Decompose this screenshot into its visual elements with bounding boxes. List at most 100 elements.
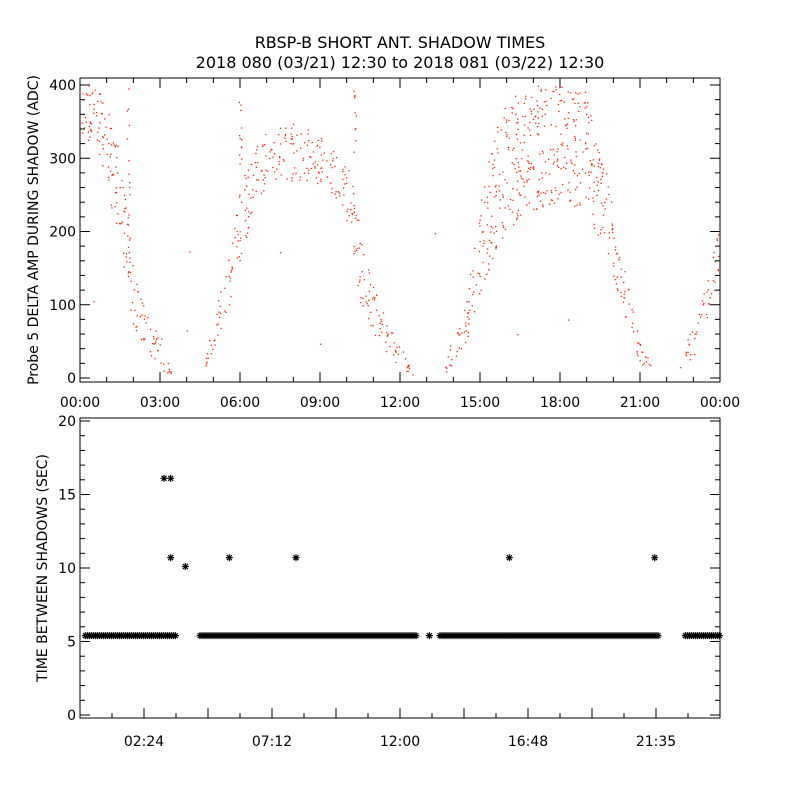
- data-point: [555, 88, 557, 91]
- data-point: [688, 344, 690, 346]
- data-point: [117, 213, 119, 215]
- data-point: [532, 118, 534, 121]
- data-point: [588, 171, 590, 173]
- x-tick-label: 02:24: [124, 734, 164, 750]
- data-point: [279, 156, 281, 159]
- data-point: [586, 113, 588, 116]
- data-point: [331, 167, 333, 169]
- data-point: [104, 134, 106, 136]
- asterisk-marker: [181, 563, 189, 571]
- data-point: [255, 152, 257, 155]
- data-point: [107, 166, 110, 168]
- data-point: [557, 166, 560, 168]
- data-point: [521, 158, 523, 160]
- data-point: [495, 191, 498, 193]
- data-point: [511, 162, 513, 164]
- data-point: [475, 284, 477, 286]
- data-point: [278, 133, 280, 136]
- data-point: [115, 222, 118, 224]
- data-point: [543, 125, 546, 127]
- data-point: [338, 192, 341, 194]
- data-point: [628, 303, 630, 305]
- data-point: [616, 288, 619, 290]
- data-point: [617, 289, 619, 292]
- data-point: [206, 353, 209, 355]
- data-point: [474, 247, 476, 249]
- data-point: [492, 227, 494, 229]
- data-point: [492, 168, 494, 170]
- data-point: [115, 187, 117, 189]
- data-point: [718, 234, 720, 236]
- data-point: [493, 159, 496, 161]
- data-point: [647, 357, 649, 359]
- data-point: [515, 171, 518, 174]
- data-point: [291, 177, 293, 179]
- data-point: [239, 259, 241, 262]
- y-tick-label: 5: [67, 635, 76, 651]
- x-tick-label: 16:48: [508, 734, 548, 750]
- data-point: [550, 124, 552, 126]
- data-point: [295, 172, 297, 174]
- data-point: [496, 148, 498, 150]
- data-point: [110, 144, 113, 146]
- data-point: [358, 281, 361, 283]
- data-point: [302, 159, 304, 161]
- data-point: [591, 162, 593, 165]
- data-point: [291, 180, 293, 182]
- data-point: [518, 170, 520, 172]
- data-point: [309, 156, 311, 158]
- data-point: [314, 161, 316, 163]
- data-point: [125, 253, 128, 255]
- data-point: [525, 98, 527, 100]
- data-point: [590, 171, 592, 173]
- asterisk-marker: [225, 554, 233, 562]
- data-point: [468, 301, 470, 303]
- data-point: [584, 102, 586, 104]
- data-point: [293, 123, 295, 125]
- data-point: [127, 246, 130, 248]
- data-point: [537, 134, 540, 136]
- data-point: [229, 277, 231, 279]
- data-point: [592, 200, 595, 203]
- data-point: [100, 101, 102, 103]
- data-point: [466, 312, 469, 315]
- data-point: [458, 347, 460, 349]
- data-point: [339, 195, 341, 197]
- data-point: [163, 370, 165, 372]
- data-point: [519, 142, 522, 144]
- data-point: [546, 190, 548, 192]
- data-point: [608, 232, 610, 234]
- data-point: [556, 151, 558, 153]
- data-point: [585, 132, 588, 134]
- data-point: [541, 108, 543, 110]
- data-point: [558, 110, 560, 113]
- data-point: [225, 311, 227, 313]
- data-point: [584, 91, 587, 93]
- data-point: [548, 173, 551, 175]
- data-point: [597, 189, 600, 192]
- data-point: [588, 122, 590, 124]
- data-point: [596, 194, 598, 197]
- data-point: [479, 241, 481, 243]
- data-point: [278, 161, 280, 163]
- data-point: [87, 94, 89, 96]
- data-point: [284, 135, 286, 137]
- data-point: [643, 362, 645, 365]
- data-point: [495, 225, 497, 228]
- data-point: [249, 212, 252, 215]
- data-point: [576, 204, 578, 206]
- data-point: [537, 111, 539, 113]
- data-point: [713, 251, 715, 254]
- data-point: [585, 143, 587, 145]
- data-point: [479, 225, 481, 227]
- data-point: [236, 214, 239, 217]
- data-point: [353, 193, 355, 195]
- data-point: [465, 341, 467, 344]
- data-point: [557, 148, 559, 150]
- data-point: [552, 90, 554, 93]
- data-point: [135, 329, 138, 332]
- y-tick-label: 300: [49, 151, 76, 167]
- data-point: [275, 178, 277, 180]
- data-point: [550, 199, 552, 201]
- data-point: [143, 305, 145, 307]
